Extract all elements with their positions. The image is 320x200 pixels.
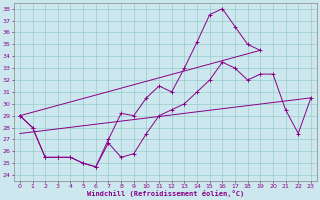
X-axis label: Windchill (Refroidissement éolien,°C): Windchill (Refroidissement éolien,°C) bbox=[87, 190, 244, 197]
